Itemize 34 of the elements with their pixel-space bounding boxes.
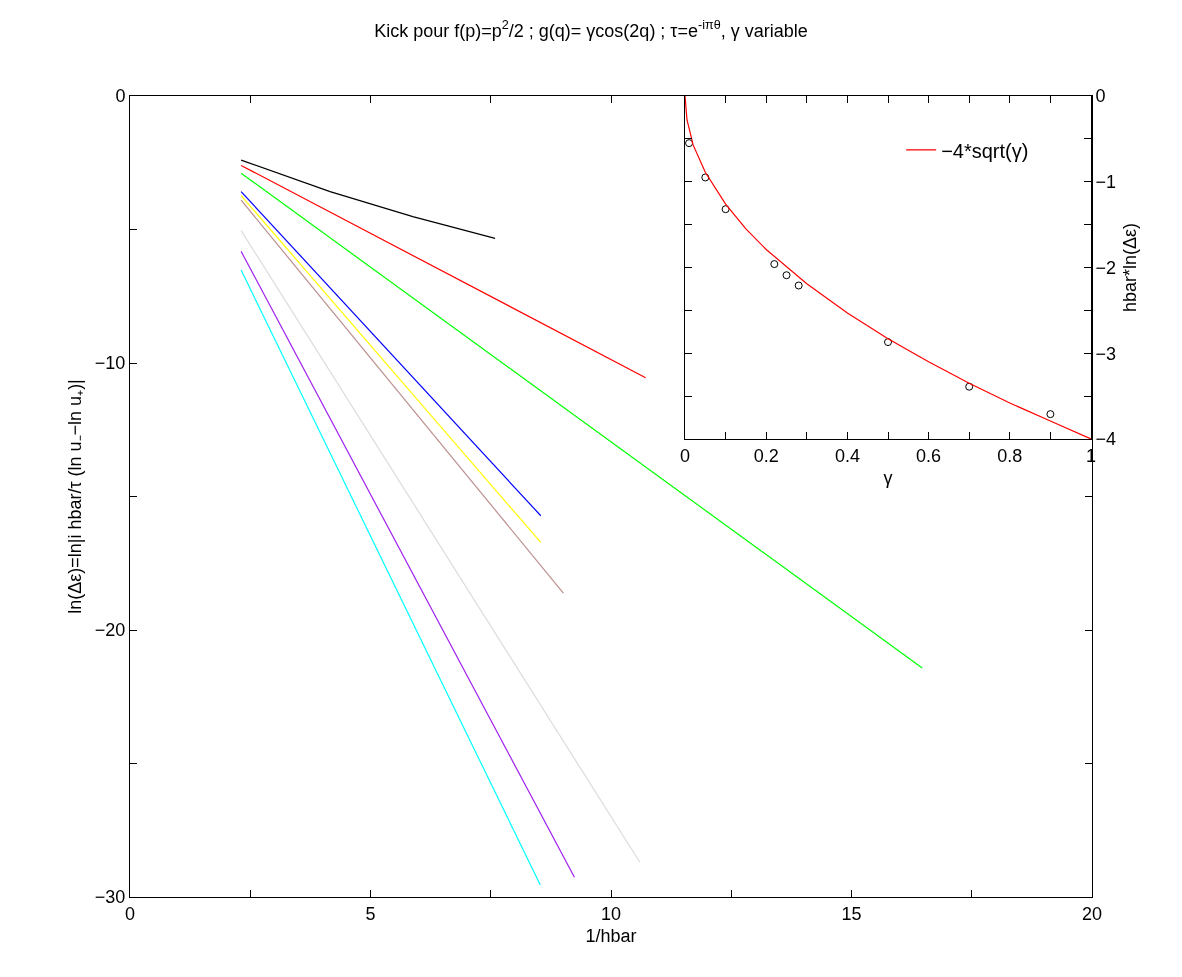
point bbox=[721, 205, 730, 214]
y-tick-label: −3 bbox=[1095, 343, 1117, 364]
y-tick-label: −10 bbox=[94, 353, 126, 374]
y-tick-label: −4 bbox=[1095, 429, 1117, 450]
y-tick-label: 0 bbox=[115, 86, 126, 107]
point bbox=[1046, 410, 1055, 419]
x-tick-label: 10 bbox=[600, 903, 622, 924]
x-tick-label: 0.4 bbox=[834, 445, 860, 466]
point bbox=[794, 281, 803, 290]
x-tick-label: 5 bbox=[365, 903, 376, 924]
point bbox=[685, 139, 694, 148]
point bbox=[701, 173, 710, 182]
point bbox=[884, 338, 892, 347]
x-tick-label: 0 bbox=[679, 445, 691, 466]
x-tick-label: 0.8 bbox=[997, 445, 1023, 466]
legend-label: −4*sqrt(γ) bbox=[941, 139, 1029, 162]
chart-title: Kick pour f(p)=p$^{2}$/2 ; g(q)= γcos(2q) ; τ=e$^{-iπθ}$, γ variable bbox=[374, 18, 808, 42]
point bbox=[782, 271, 791, 280]
x-tick-label: 20 bbox=[1081, 903, 1103, 924]
point bbox=[965, 382, 974, 391]
y-tick-label: −1 bbox=[1095, 172, 1117, 193]
x-tick-label: 0.2 bbox=[753, 445, 779, 466]
x-tick-label: 15 bbox=[841, 903, 862, 924]
line-series bbox=[240, 159, 496, 239]
x-tick-label: 0.6 bbox=[916, 445, 942, 466]
point bbox=[770, 260, 779, 269]
y-tick-label: −20 bbox=[94, 620, 126, 641]
y-tick-label: −2 bbox=[1095, 257, 1117, 278]
x-axis-title: 1/hbar bbox=[585, 925, 637, 946]
y-tick-label: 0 bbox=[1095, 86, 1106, 107]
y-axis-title: ln(Δε)=ln|i hbar/τ (ln u₋−ln u₊)| bbox=[65, 379, 86, 614]
y-axis-title: hbar*ln(Δε) bbox=[1120, 222, 1141, 313]
y-tick-label: −30 bbox=[94, 887, 126, 908]
x-axis-title: γ bbox=[883, 467, 893, 488]
